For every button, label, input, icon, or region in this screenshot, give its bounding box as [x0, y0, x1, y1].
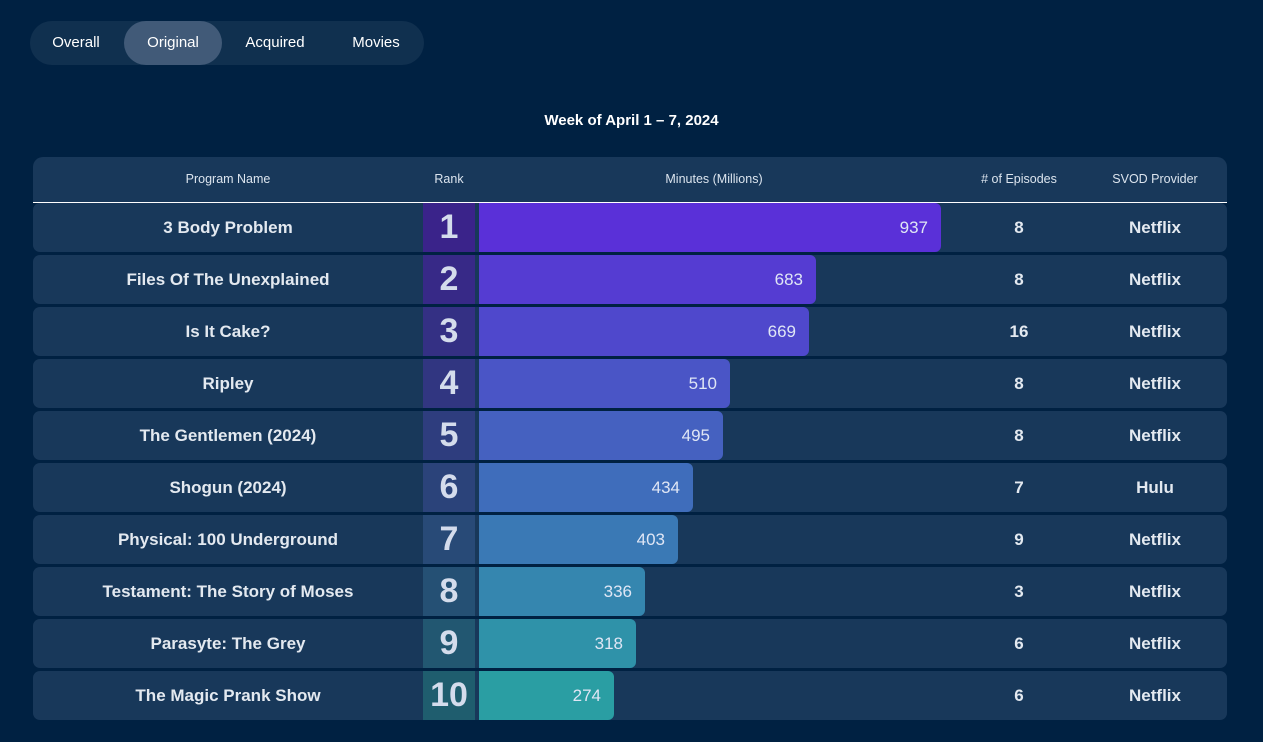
chart-title: Week of April 1 – 7, 2024 — [544, 112, 719, 129]
episodes-count: 9 — [1014, 530, 1024, 549]
tab-acquired[interactable]: Acquired — [245, 34, 305, 51]
table-row: 3 Body Problem 1 937 8 Netflix — [33, 203, 1227, 252]
header-rank: Rank — [434, 172, 464, 186]
program-name: 3 Body Problem — [163, 218, 293, 237]
table-row: Testament: The Story of Moses 8 336 3 Netfli… — [33, 567, 1227, 616]
minutes-value: 274 — [572, 686, 601, 705]
minutes-value: 669 — [767, 322, 796, 341]
minutes-value: 937 — [899, 218, 928, 237]
minutes-bar: 403 — [479, 515, 678, 564]
rank-badge: 4 — [423, 359, 475, 408]
svod-provider: Netflix — [1129, 218, 1181, 237]
minutes-bar: 495 — [479, 411, 723, 460]
header-episodes: # of Episodes — [981, 172, 1057, 186]
episodes-count: 6 — [1014, 686, 1024, 705]
svod-provider: Netflix — [1129, 322, 1181, 341]
episodes-count: 8 — [1014, 270, 1024, 289]
minutes-bar: 510 — [479, 359, 730, 408]
tab-movies[interactable]: Movies — [352, 34, 400, 51]
rank-badge: 10 — [423, 671, 475, 720]
program-name: Testament: The Story of Moses — [102, 582, 354, 601]
program-name: Ripley — [202, 374, 254, 393]
table-row: The Gentlemen (2024) 5 495 8 Netflix — [33, 411, 1227, 460]
minutes-bar: 937 — [479, 203, 941, 252]
minutes-value: 434 — [651, 478, 680, 497]
minutes-bar: 683 — [479, 255, 816, 304]
view-tabs: Overall Original Acquired Movies — [30, 21, 424, 65]
rank-badge: 1 — [423, 203, 475, 252]
table-row: Files Of The Unexplained 2 683 8 Netflix — [33, 255, 1227, 304]
tab-overall[interactable]: Overall — [52, 34, 100, 51]
table-row: Is It Cake? 3 669 16 Netflix — [33, 307, 1227, 356]
minutes-value: 403 — [636, 530, 665, 549]
svod-provider: Netflix — [1129, 582, 1181, 601]
program-name: The Gentlemen (2024) — [139, 426, 317, 445]
table-row: Shogun (2024) 6 434 7 Hulu — [33, 463, 1227, 512]
minutes-value: 336 — [603, 582, 632, 601]
tab-original[interactable]: Original — [124, 21, 222, 65]
header-provider: SVOD Provider — [1112, 172, 1198, 186]
rank-badge: 6 — [423, 463, 475, 512]
minutes-value: 683 — [774, 270, 803, 289]
rank-badge: 5 — [423, 411, 475, 460]
episodes-count: 6 — [1014, 634, 1024, 653]
minutes-bar: 274 — [479, 671, 614, 720]
rank-badge: 8 — [423, 567, 475, 616]
minutes-value: 318 — [594, 634, 623, 653]
minutes-bar: 336 — [479, 567, 645, 616]
svod-provider: Netflix — [1129, 426, 1181, 445]
rank-badge: 9 — [423, 619, 475, 668]
table-row: Physical: 100 Underground 7 403 9 Netflix — [33, 515, 1227, 564]
program-name: Physical: 100 Underground — [117, 530, 339, 549]
program-name: Shogun (2024) — [169, 478, 287, 497]
svod-provider: Netflix — [1129, 686, 1181, 705]
minutes-value: 510 — [688, 374, 717, 393]
table-header: Program Name Rank Minutes (Millions) # o… — [33, 157, 1227, 203]
episodes-count: 7 — [1014, 478, 1024, 497]
header-minutes: Minutes (Millions) — [665, 172, 763, 186]
rank-badge: 7 — [423, 515, 475, 564]
episodes-count: 8 — [1014, 218, 1024, 237]
episodes-count: 8 — [1014, 426, 1024, 445]
svod-provider: Netflix — [1129, 374, 1181, 393]
minutes-value: 495 — [681, 426, 710, 445]
svod-provider: Netflix — [1129, 270, 1181, 289]
table-row: The Magic Prank Show 10 274 6 Netflix — [33, 671, 1227, 720]
episodes-count: 16 — [1009, 322, 1029, 341]
minutes-bar: 318 — [479, 619, 636, 668]
minutes-bar: 434 — [479, 463, 693, 512]
minutes-bar: 669 — [479, 307, 809, 356]
table-row: Ripley 4 510 8 Netflix — [33, 359, 1227, 408]
program-name: Is It Cake? — [185, 322, 271, 341]
program-name: The Magic Prank Show — [135, 686, 321, 705]
svod-provider: Netflix — [1129, 634, 1181, 653]
episodes-count: 8 — [1014, 374, 1024, 393]
svod-provider: Netflix — [1129, 530, 1181, 549]
table-row: Parasyte: The Grey 9 318 6 Netflix — [33, 619, 1227, 668]
episodes-count: 3 — [1014, 582, 1024, 601]
svod-provider: Hulu — [1136, 478, 1174, 497]
rank-badge: 3 — [423, 307, 475, 356]
header-program-name: Program Name — [185, 172, 271, 186]
program-name: Files Of The Unexplained — [126, 270, 330, 289]
rank-badge: 2 — [423, 255, 475, 304]
program-name: Parasyte: The Grey — [150, 634, 306, 653]
